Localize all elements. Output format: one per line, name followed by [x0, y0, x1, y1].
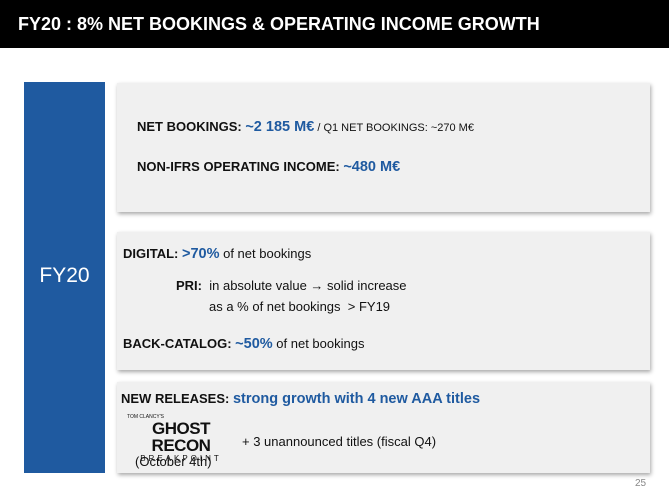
text: of net bookings — [219, 246, 312, 261]
slide-title: FY20 : 8% NET BOOKINGS & OPERATING INCOM… — [18, 14, 540, 34]
value: strong growth with 4 new AAA titles — [232, 391, 481, 407]
label: NEW RELEASES: — [121, 391, 233, 406]
label: NON-IFRS OPERATING INCOME: — [137, 159, 344, 174]
operating-income-line: NON-IFRS OPERATING INCOME: ~480 M€ — [137, 159, 400, 175]
label: PRI: — [176, 278, 202, 293]
sidebar-label: FY20 — [39, 264, 90, 287]
sidebar — [24, 82, 105, 473]
value: ~480 M€ — [343, 159, 401, 175]
text: as a % of net bookings — [209, 299, 341, 314]
label: DIGITAL: — [123, 246, 182, 261]
game-logo: TOM CLANCY'S GHOST RECON BREAKPOINT — [127, 414, 235, 463]
header-bar: FY20 : 8% NET BOOKINGS & OPERATING INCOM… — [0, 0, 669, 48]
logo-top: TOM CLANCY'S — [127, 414, 164, 420]
pri-line-2: as a % of net bookings > FY19 — [209, 299, 390, 314]
releases-box: NEW RELEASES: strong growth with 4 new A… — [117, 382, 650, 473]
digital-line: DIGITAL: >70% of net bookings — [123, 246, 311, 262]
value: ~2 185 M€ — [245, 119, 315, 135]
logo-main: GHOST RECON — [151, 419, 211, 455]
text: in absolute value → solid increase — [209, 278, 407, 293]
mix-box: DIGITAL: >70% of net bookings PRI: in ab… — [117, 232, 650, 370]
label: BACK-CATALOG: — [123, 336, 236, 351]
unannounced-line: + 3 unannounced titles (fiscal Q4) — [242, 434, 437, 449]
logo-sub: BREAKPOINT — [140, 454, 222, 463]
release-date: (October 4th) — [135, 454, 212, 469]
net-bookings-line: NET BOOKINGS: ~2 185 M€ / Q1 NET BOOKING… — [137, 119, 474, 135]
note: / Q1 NET BOOKINGS: ~270 M€ — [314, 122, 474, 134]
kpi-box: NET BOOKINGS: ~2 185 M€ / Q1 NET BOOKING… — [117, 83, 650, 212]
value: >70% — [181, 246, 220, 262]
back-catalog-line: BACK-CATALOG: ~50% of net bookings — [123, 336, 364, 352]
value: > FY19 — [347, 299, 391, 314]
new-releases-line: NEW RELEASES: strong growth with 4 new A… — [121, 391, 480, 407]
value: ~50% — [235, 336, 273, 352]
label: NET BOOKINGS: — [137, 119, 246, 134]
pri-line: PRI: in absolute value → solid increase — [176, 278, 407, 293]
text: of net bookings — [272, 336, 365, 351]
page-number: 25 — [635, 478, 647, 489]
